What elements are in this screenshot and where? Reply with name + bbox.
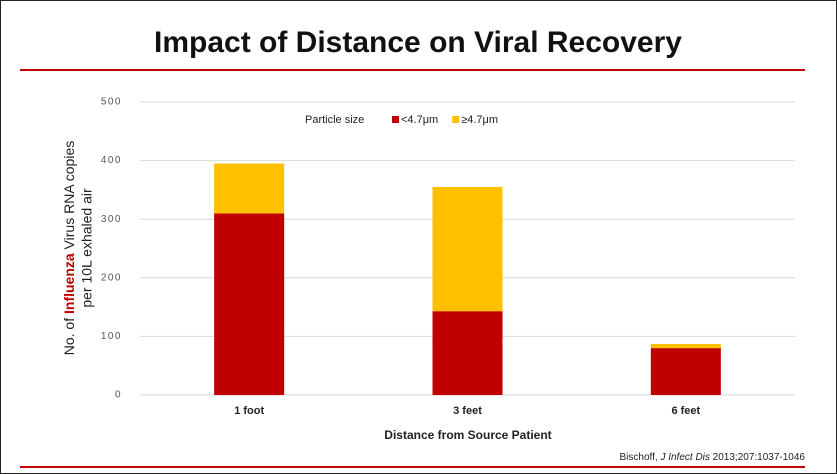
y-tick-label: 500 (101, 97, 122, 108)
y-tick-label: 100 (101, 331, 122, 342)
bar-segment (650, 344, 721, 349)
bar-segment (650, 348, 721, 395)
bar-segment (432, 311, 503, 395)
y-axis-label: No. of Influenza Virus RNA copies (61, 141, 77, 356)
bar-segment (214, 163, 285, 214)
y-label-part: Virus RNA copies (61, 141, 77, 254)
legend-label: ≥4.7μm (461, 114, 498, 126)
legend-swatch (452, 116, 460, 123)
x-tick-label: 3 feet (453, 405, 482, 417)
legend-title: Particle size (305, 114, 364, 126)
x-tick-label: 6 feet (671, 405, 700, 417)
y-label-part: No. of (61, 314, 77, 355)
y-label-highlight: Influenza (61, 253, 77, 314)
y-tick-label: 0 (115, 390, 122, 401)
chart-title: Impact of Distance on Viral Recovery (154, 26, 682, 59)
legend-label: <4.7μm (401, 114, 438, 126)
legend-swatch (392, 116, 399, 123)
source-part: Bischoff, (619, 452, 660, 463)
x-tick-label: 1 foot (234, 405, 264, 417)
y-tick-label: 400 (101, 155, 122, 166)
source-journal: J Infect Dis (659, 452, 709, 463)
bar-segment (214, 213, 285, 395)
source-part: 2013;207:1037-1046 (710, 452, 806, 463)
bar-segment (432, 186, 503, 312)
y-tick-label: 200 (101, 272, 122, 283)
y-axis-label-line2: per 10L exhaled air (79, 188, 95, 308)
x-axis-label: Distance from Source Patient (384, 428, 551, 442)
y-tick-label: 300 (101, 214, 122, 225)
source: Bischoff, J Infect Dis 2013;207:1037-104… (619, 452, 805, 463)
